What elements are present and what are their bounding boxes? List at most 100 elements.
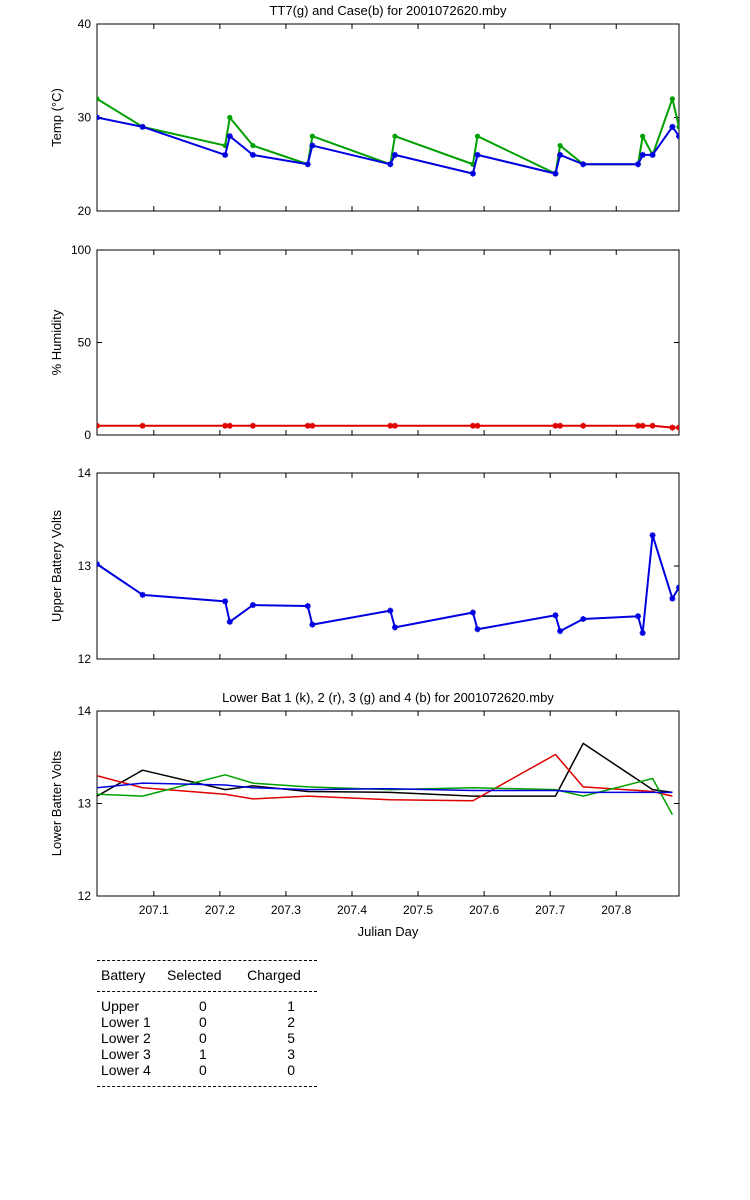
data-point: [474, 626, 481, 633]
data-point: [469, 609, 476, 616]
data-point: [387, 161, 394, 168]
data-point: [557, 142, 563, 149]
table-rule-bottom: [97, 1086, 317, 1087]
data-point: [249, 422, 256, 429]
table-row: Lower 3 1 3: [97, 1046, 317, 1062]
data-point: [669, 123, 676, 130]
data-point: [226, 618, 233, 625]
data-point: [309, 621, 316, 628]
y-tick-label: 0: [84, 428, 91, 442]
cell-battery: Upper: [101, 998, 140, 1014]
data-point: [250, 142, 256, 149]
data-point: [552, 170, 559, 177]
data-point: [391, 422, 398, 429]
y-axis-label: Temp (°C): [49, 88, 64, 147]
data-point: [474, 133, 481, 139]
series-group: [97, 422, 679, 431]
cell-charged: 2: [287, 1014, 295, 1030]
upper-battery-panel: 12 13 14 Upper Battery Volts: [49, 466, 680, 666]
data-point: [639, 422, 646, 429]
figure: 20 30 40 TT7(g) and Case(b) for 2001072620.…: [49, 3, 680, 939]
header-selected: Selected: [167, 967, 222, 983]
data-point: [639, 629, 646, 636]
plot-frame: [96, 710, 680, 897]
data-point: [639, 151, 646, 158]
data-point: [580, 161, 587, 168]
temperature-panel: 20 30 40 TT7(g) and Case(b) for 2001072620.…: [49, 3, 680, 218]
x-tick-label: 207.6: [469, 903, 499, 917]
x-tick-label: 207.2: [205, 903, 235, 917]
y-tick-label: 100: [71, 243, 91, 257]
y-tick-label: 13: [78, 797, 92, 811]
data-point: [309, 133, 315, 139]
cell-battery: Lower 1: [101, 1014, 151, 1030]
cell-charged: 3: [287, 1046, 295, 1062]
header-charged: Charged: [247, 967, 301, 983]
data-point: [226, 422, 233, 429]
y-tick-label: 13: [78, 559, 92, 573]
data-point: [557, 151, 564, 158]
chart-title: TT7(g) and Case(b) for 2001072620.mby: [269, 3, 507, 18]
x-axis-label: Julian Day: [358, 924, 419, 939]
data-point: [304, 161, 311, 168]
cell-battery: Lower 4: [101, 1062, 151, 1078]
series-group: [97, 532, 679, 636]
chart-title: Lower Bat 1 (k), 2 (r), 3 (g) and 4 (b) …: [222, 690, 554, 705]
series-line-1: [97, 753, 673, 802]
data-point: [97, 96, 100, 102]
header-battery: Battery: [101, 967, 146, 983]
data-point: [635, 161, 642, 168]
data-point: [552, 612, 559, 619]
data-point: [580, 422, 587, 429]
data-point: [139, 123, 146, 130]
table-body: Upper 0 1 Lower 1 0 2 Lower 2 0 5 Lower …: [97, 992, 317, 1086]
data-point: [227, 114, 233, 121]
data-point: [249, 151, 256, 158]
x-tick-label: 207.7: [535, 903, 565, 917]
data-point: [469, 170, 476, 177]
y-tick-label: 14: [78, 466, 92, 480]
data-point: [309, 142, 316, 149]
data-point: [304, 422, 311, 429]
data-point: [552, 422, 559, 429]
data-point: [669, 595, 676, 602]
table-rule-middle: [97, 991, 317, 992]
data-point: [669, 96, 675, 102]
series-group: [97, 96, 679, 177]
data-point: [649, 532, 656, 539]
y-tick-label: 20: [78, 204, 92, 218]
x-tick-label: 207.8: [601, 903, 631, 917]
data-point: [387, 422, 394, 429]
data-point: [304, 602, 311, 609]
data-point: [392, 133, 398, 139]
x-tick-label: 207.4: [337, 903, 367, 917]
series-line-3: [97, 782, 673, 794]
data-point: [635, 422, 642, 429]
data-point: [222, 598, 229, 605]
y-tick-label: 12: [78, 889, 92, 903]
cell-selected: 0: [199, 998, 207, 1014]
data-point: [557, 628, 564, 635]
table-header: Battery Selected Charged: [97, 961, 317, 991]
data-point: [474, 151, 481, 158]
x-tick-label: 207.1: [139, 903, 169, 917]
data-point: [139, 422, 146, 429]
data-point: [669, 424, 676, 431]
data-point: [580, 616, 587, 623]
data-point: [309, 422, 316, 429]
lower-battery-panel: 12 13 14 207.1 207.2 207.3 207.4 207.5 207.6 207.…: [49, 690, 680, 939]
data-point: [97, 114, 100, 121]
data-point: [391, 151, 398, 158]
data-point: [97, 422, 100, 429]
data-point: [222, 151, 229, 158]
data-point: [557, 422, 564, 429]
y-axis-label: % Humidity: [49, 309, 64, 375]
data-point: [649, 151, 656, 158]
y-axis-label: Lower Batter Volts: [49, 750, 64, 856]
cell-selected: 0: [199, 1014, 207, 1030]
y-tick-label: 40: [78, 17, 92, 31]
x-tick-label: 207.5: [403, 903, 433, 917]
plot-frame: [96, 249, 680, 436]
cell-battery: Lower 3: [101, 1046, 151, 1062]
series-line-0: [97, 534, 679, 634]
